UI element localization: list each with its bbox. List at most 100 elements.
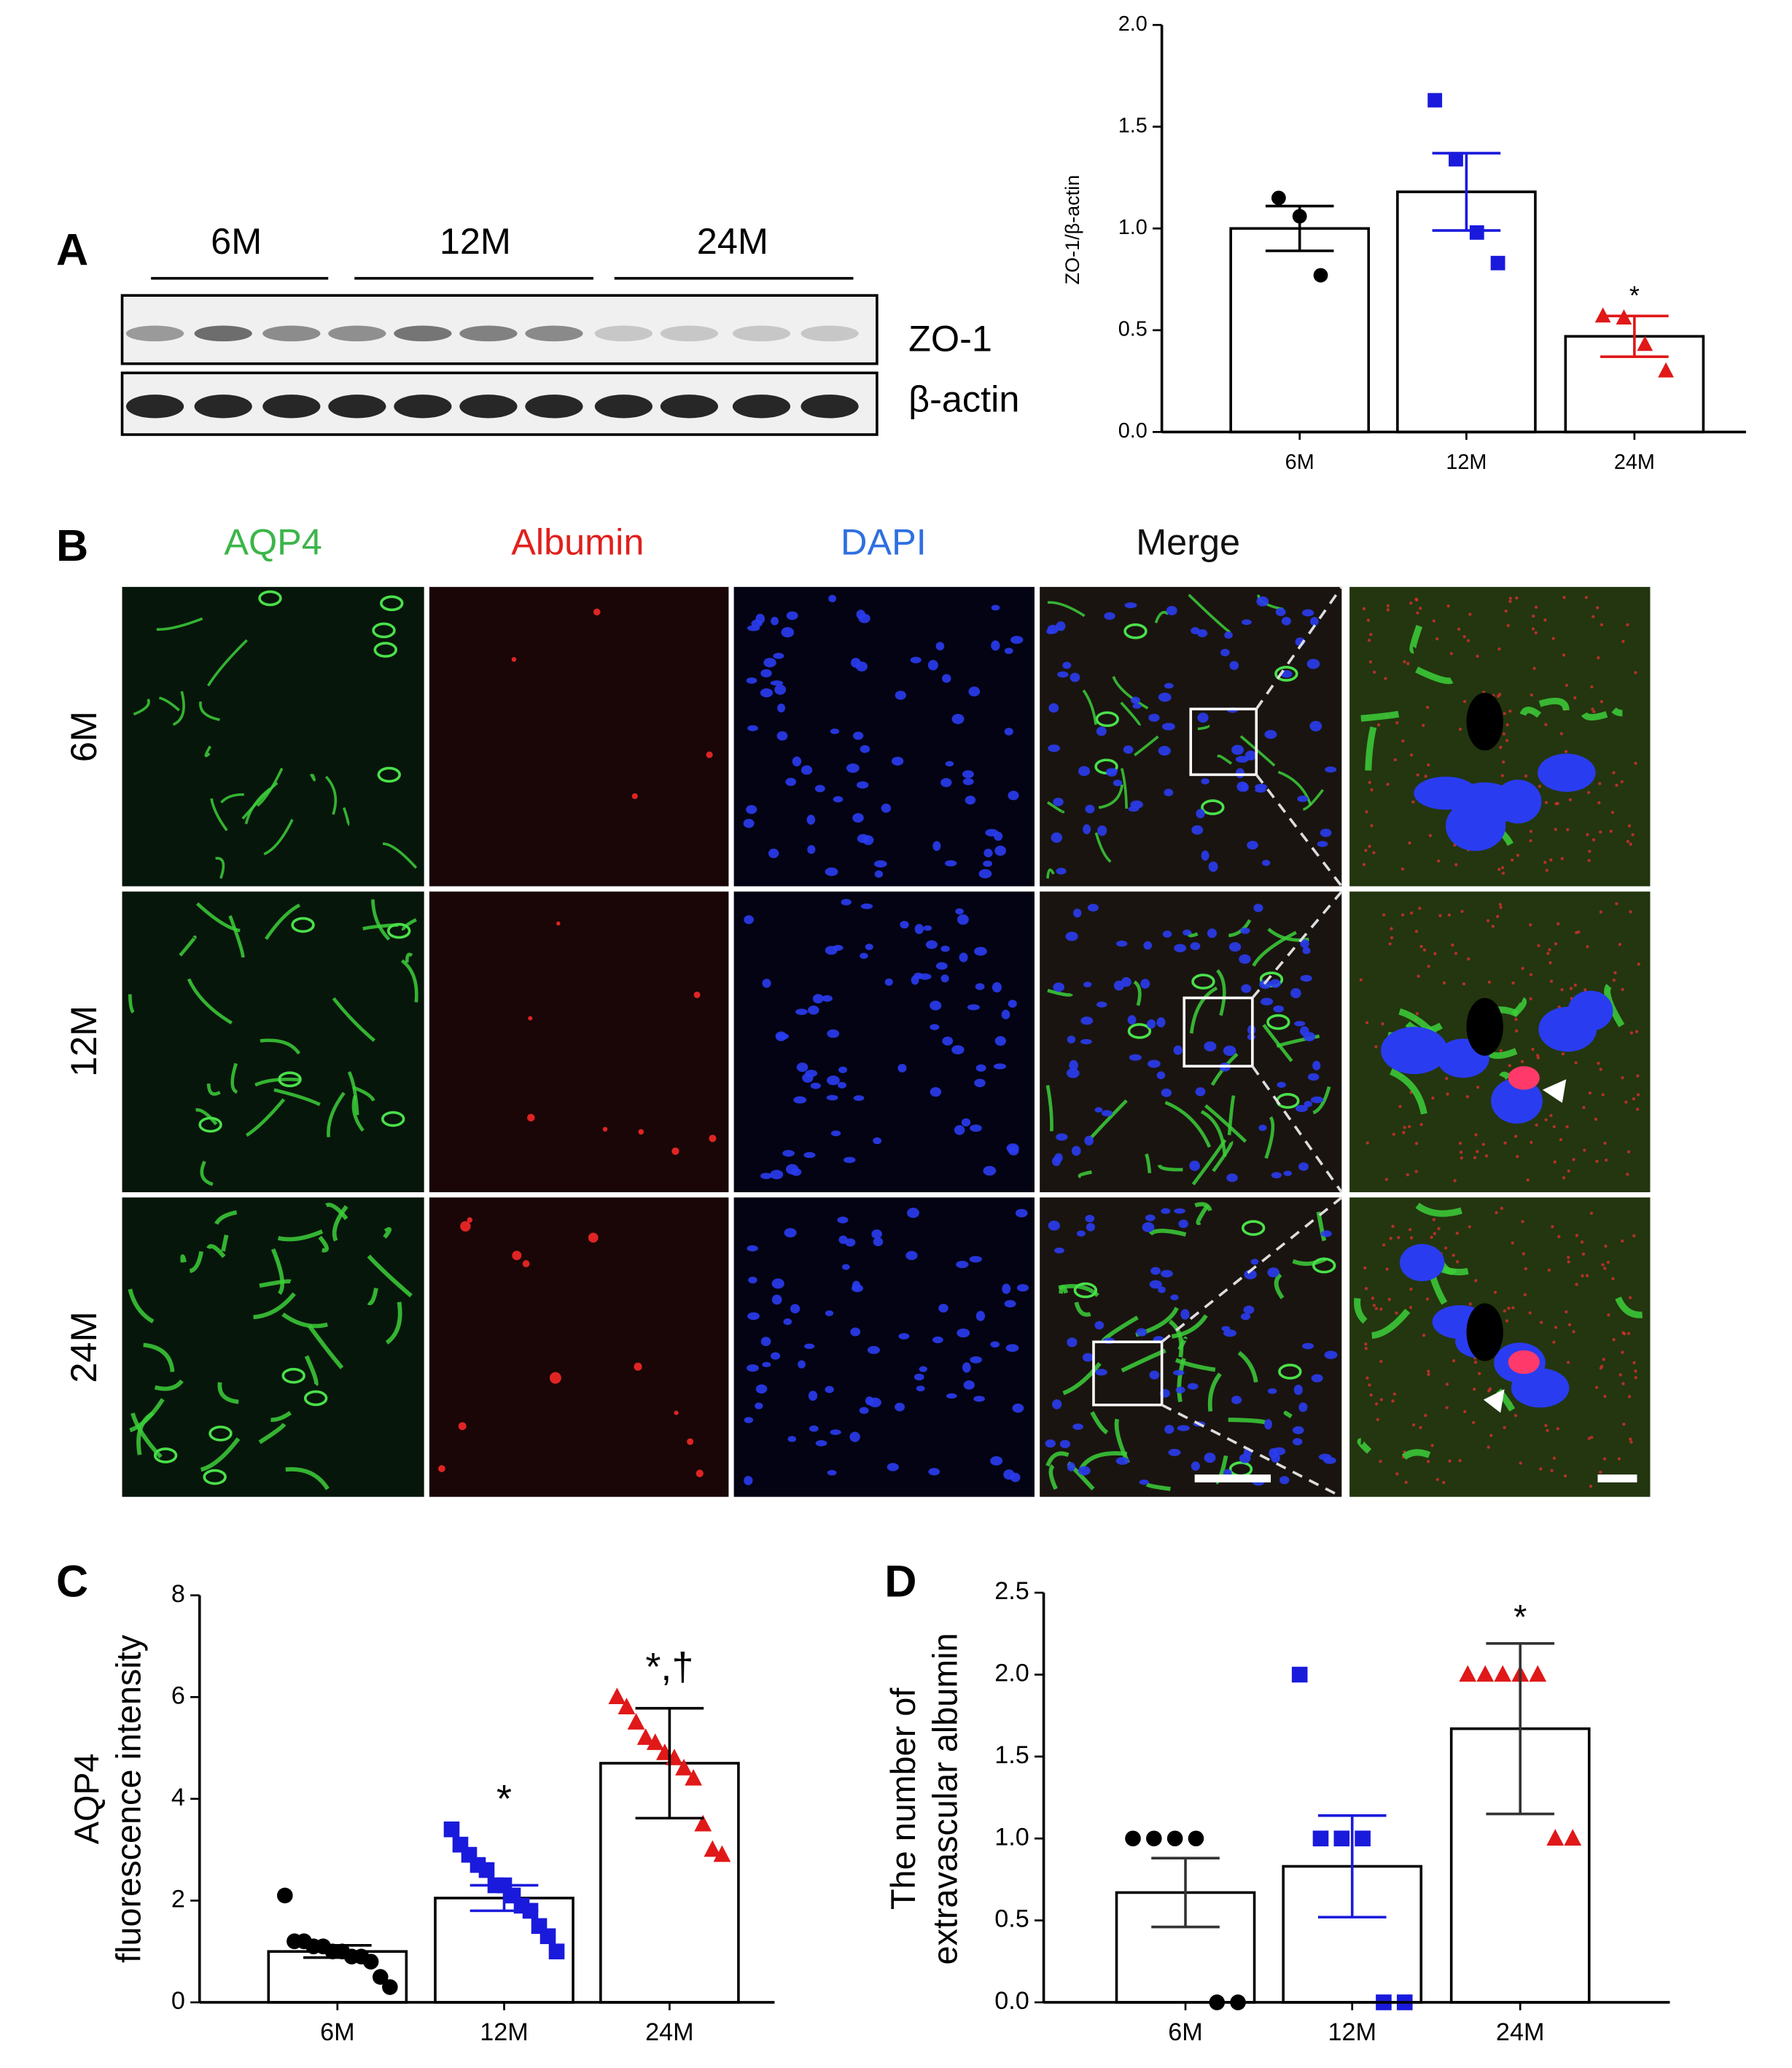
data-point [1427,93,1443,108]
red-speck [1621,1076,1624,1080]
red-speck [1459,1150,1463,1154]
nucleus [807,844,816,855]
red-speck [1427,763,1430,767]
nucleus [1258,1124,1267,1131]
red-speck [1369,632,1373,637]
nucleus [1071,1146,1081,1157]
red-speck [1474,1133,1478,1137]
red-speck [1487,980,1492,984]
y-tick-label: 0.0 [1118,419,1148,443]
nucleus [973,1396,985,1402]
data-point [713,1845,731,1862]
vessel [1046,801,1065,814]
vessel [347,1070,359,1116]
nucleus [800,765,813,775]
data-point [1494,1665,1512,1682]
red-speck [1529,973,1533,976]
data-point [694,1814,712,1832]
nucleus [994,1035,1006,1046]
nucleus [1228,941,1242,952]
vessel [1079,1451,1128,1470]
nucleus [895,1402,905,1412]
data-point [646,1733,664,1750]
nucleus [1317,841,1328,847]
red-speck [1395,1311,1398,1315]
vessel [1538,697,1570,711]
red-speck [1554,828,1557,831]
nucleus [1303,1032,1316,1041]
nucleus [1295,1105,1308,1112]
nucleus [873,1137,882,1145]
vessel-ring [386,922,411,939]
nucleus [974,946,987,956]
nucleus [1320,828,1332,837]
nucleus [760,669,772,678]
nucleus [993,1063,1007,1070]
red-speck [1515,1029,1519,1033]
nucleus [1320,1230,1332,1237]
nucleus [1277,1081,1286,1088]
vessel [1046,868,1055,879]
red-speck [1442,1480,1446,1485]
vessel [1197,724,1210,731]
nucleus [1164,1424,1174,1434]
albumin [1508,1350,1540,1375]
red-speck [1627,824,1632,828]
vessel-ring [381,1111,405,1127]
nucleus [932,1336,943,1344]
scale-bar [1194,1474,1271,1482]
protein-label: ZO-1 [908,317,992,359]
micrograph [122,586,424,887]
nucleus [1302,1342,1314,1350]
vessel-ring [1191,973,1215,990]
nucleus [983,860,993,867]
nucleus [945,761,954,767]
vessel [215,857,225,879]
nucleus [1161,1208,1171,1214]
red-speck [1597,656,1600,660]
red-speck [1615,902,1618,906]
red-speck [1634,1369,1637,1373]
nucleus [930,1087,942,1097]
nucleus [747,1312,760,1321]
red-speck [1409,1236,1414,1240]
vessel [156,617,203,631]
vessel [136,1411,155,1455]
red-speck [1587,1437,1592,1440]
red-speck [1617,1457,1621,1461]
nucleus [1494,780,1542,824]
nucleus [969,1256,982,1263]
red-speck [1609,829,1613,833]
nucleus [1161,1088,1172,1097]
vessel [195,902,241,933]
red-speck [1586,833,1589,836]
nucleus [938,1304,948,1313]
albumin [602,1127,608,1132]
nucleus [895,691,906,700]
nucleus [1161,723,1175,731]
nucleus [1004,1299,1016,1307]
red-speck [1556,801,1559,806]
nucleus [868,1397,881,1407]
nucleus [1166,605,1177,615]
nucleus [785,777,797,786]
micrograph [429,891,729,1192]
red-speck [1448,1459,1452,1463]
row-label: 12M [63,1006,104,1077]
vessel [253,1292,296,1320]
red-speck [1629,910,1632,914]
vessel [1133,980,1142,1006]
zoom-line [1161,1196,1343,1343]
nucleus [859,1407,869,1415]
red-speck [1560,988,1564,992]
red-speck [1591,707,1594,711]
vessel [1207,1372,1222,1412]
red-speck [1421,723,1425,727]
nucleus [1139,1479,1149,1485]
red-speck [1511,1241,1514,1245]
vessel [1371,1308,1411,1339]
nucleus [1261,860,1271,866]
nucleus [935,642,945,651]
red-speck [1563,1474,1567,1478]
panel-label: D [884,1557,916,1606]
